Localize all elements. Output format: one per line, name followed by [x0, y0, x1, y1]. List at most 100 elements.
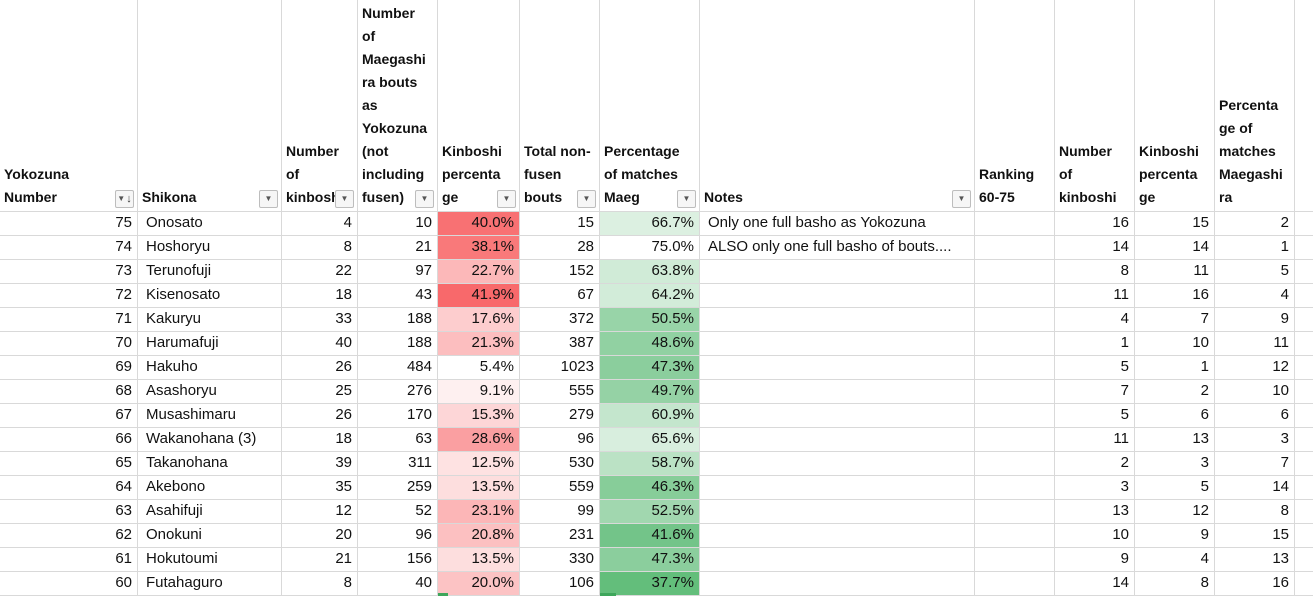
cell-maegashira-bouts[interactable]: 97: [358, 260, 438, 283]
cell-yokozuna-number[interactable]: 63: [0, 500, 138, 523]
cell-total-bouts[interactable]: 530: [520, 452, 600, 475]
cell-yokozuna-number[interactable]: 62: [0, 524, 138, 547]
cell-rank-kinboshi-percentage[interactable]: 11: [1135, 260, 1215, 283]
cell-kinboshi[interactable]: 8: [282, 236, 358, 259]
cell-empty[interactable]: [1295, 428, 1313, 451]
cell-maegashira-bouts[interactable]: 276: [358, 380, 438, 403]
cell-rank-kinboshi[interactable]: 16: [1055, 212, 1135, 235]
cell-rank-kinboshi[interactable]: 1: [1055, 332, 1135, 355]
cell-kinboshi[interactable]: 26: [282, 356, 358, 379]
cell-kinboshi-percentage[interactable]: 38.1%: [438, 236, 520, 259]
cell-empty[interactable]: [1295, 380, 1313, 403]
cell-shikona[interactable]: Wakanohana (3): [138, 428, 282, 451]
cell-shikona[interactable]: Takanohana: [138, 452, 282, 475]
cell-notes[interactable]: [700, 452, 975, 475]
cell-rank-kinboshi-percentage[interactable]: 16: [1135, 284, 1215, 307]
cell-ranking-60-75[interactable]: [975, 284, 1055, 307]
cell-rank-kinboshi-percentage[interactable]: 3: [1135, 452, 1215, 475]
cell-maegashira-percentage[interactable]: 65.6%: [600, 428, 700, 451]
cell-rank-kinboshi-percentage[interactable]: 12: [1135, 500, 1215, 523]
cell-kinboshi-percentage[interactable]: 20.8%: [438, 524, 520, 547]
cell-maegashira-bouts[interactable]: 43: [358, 284, 438, 307]
cell-maegashira-bouts[interactable]: 52: [358, 500, 438, 523]
cell-rank-kinboshi[interactable]: 3: [1055, 476, 1135, 499]
cell-kinboshi[interactable]: 26: [282, 404, 358, 427]
cell-yokozuna-number[interactable]: 70: [0, 332, 138, 355]
cell-ranking-60-75[interactable]: [975, 356, 1055, 379]
cell-kinboshi-percentage[interactable]: 5.4%: [438, 356, 520, 379]
cell-maegashira-bouts[interactable]: 156: [358, 548, 438, 571]
cell-shikona[interactable]: Asashoryu: [138, 380, 282, 403]
cell-kinboshi[interactable]: 8: [282, 572, 358, 595]
cell-empty[interactable]: [1295, 332, 1313, 355]
cell-notes[interactable]: [700, 308, 975, 331]
cell-total-bouts[interactable]: 99: [520, 500, 600, 523]
cell-kinboshi-percentage[interactable]: 21.3%: [438, 332, 520, 355]
cell-empty[interactable]: [1295, 500, 1313, 523]
cell-rank-maegashira-percentage[interactable]: 15: [1215, 524, 1295, 547]
cell-rank-maegashira-percentage[interactable]: 13: [1215, 548, 1295, 571]
cell-kinboshi-percentage[interactable]: 9.1%: [438, 380, 520, 403]
cell-maegashira-percentage[interactable]: 52.5%: [600, 500, 700, 523]
cell-total-bouts[interactable]: 28: [520, 236, 600, 259]
cell-rank-kinboshi-percentage[interactable]: 7: [1135, 308, 1215, 331]
cell-kinboshi-percentage[interactable]: 13.5%: [438, 548, 520, 571]
cell-kinboshi-percentage[interactable]: 17.6%: [438, 308, 520, 331]
cell-empty[interactable]: [1295, 452, 1313, 475]
cell-notes[interactable]: [700, 548, 975, 571]
cell-ranking-60-75[interactable]: [975, 572, 1055, 595]
cell-yokozuna-number[interactable]: 72: [0, 284, 138, 307]
cell-maegashira-bouts[interactable]: 10: [358, 212, 438, 235]
cell-kinboshi[interactable]: 35: [282, 476, 358, 499]
cell-notes[interactable]: Only one full basho as Yokozuna: [700, 212, 975, 235]
cell-maegashira-percentage[interactable]: 66.7%: [600, 212, 700, 235]
sort-filter-button-yokozuna-number[interactable]: ▼ ↓: [115, 190, 134, 208]
cell-kinboshi-percentage[interactable]: 28.6%: [438, 428, 520, 451]
cell-maegashira-bouts[interactable]: 188: [358, 332, 438, 355]
cell-empty[interactable]: [1295, 284, 1313, 307]
cell-maegashira-percentage[interactable]: 75.0%: [600, 236, 700, 259]
cell-rank-maegashira-percentage[interactable]: 9: [1215, 308, 1295, 331]
cell-ranking-60-75[interactable]: [975, 548, 1055, 571]
cell-rank-kinboshi-percentage[interactable]: 8: [1135, 572, 1215, 595]
filter-button-number-of-kinboshi[interactable]: ▼: [335, 190, 354, 208]
cell-shikona[interactable]: Harumafuji: [138, 332, 282, 355]
cell-ranking-60-75[interactable]: [975, 500, 1055, 523]
cell-rank-kinboshi[interactable]: 4: [1055, 308, 1135, 331]
cell-rank-kinboshi-percentage[interactable]: 5: [1135, 476, 1215, 499]
cell-rank-kinboshi-percentage[interactable]: 6: [1135, 404, 1215, 427]
cell-rank-maegashira-percentage[interactable]: 16: [1215, 572, 1295, 595]
cell-notes[interactable]: [700, 260, 975, 283]
cell-total-bouts[interactable]: 372: [520, 308, 600, 331]
cell-ranking-60-75[interactable]: [975, 452, 1055, 475]
cell-kinboshi[interactable]: 22: [282, 260, 358, 283]
cell-total-bouts[interactable]: 15: [520, 212, 600, 235]
cell-rank-kinboshi-percentage[interactable]: 15: [1135, 212, 1215, 235]
cell-maegashira-percentage[interactable]: 49.7%: [600, 380, 700, 403]
cell-shikona[interactable]: Hoshoryu: [138, 236, 282, 259]
cell-total-bouts[interactable]: 555: [520, 380, 600, 403]
cell-rank-kinboshi-percentage[interactable]: 4: [1135, 548, 1215, 571]
cell-empty[interactable]: [1295, 524, 1313, 547]
cell-maegashira-percentage[interactable]: 63.8%: [600, 260, 700, 283]
cell-yokozuna-number[interactable]: 74: [0, 236, 138, 259]
cell-notes[interactable]: [700, 404, 975, 427]
cell-ranking-60-75[interactable]: [975, 524, 1055, 547]
cell-kinboshi[interactable]: 4: [282, 212, 358, 235]
cell-ranking-60-75[interactable]: [975, 428, 1055, 451]
cell-maegashira-bouts[interactable]: 21: [358, 236, 438, 259]
cell-ranking-60-75[interactable]: [975, 380, 1055, 403]
filter-button-notes[interactable]: ▼: [952, 190, 971, 208]
cell-kinboshi-percentage[interactable]: 15.3%: [438, 404, 520, 427]
cell-rank-maegashira-percentage[interactable]: 2: [1215, 212, 1295, 235]
cell-maegashira-bouts[interactable]: 259: [358, 476, 438, 499]
cell-kinboshi-percentage[interactable]: 20.0%: [438, 572, 520, 595]
cell-ranking-60-75[interactable]: [975, 332, 1055, 355]
cell-ranking-60-75[interactable]: [975, 404, 1055, 427]
cell-rank-kinboshi-percentage[interactable]: 1: [1135, 356, 1215, 379]
cell-rank-maegashira-percentage[interactable]: 12: [1215, 356, 1295, 379]
cell-kinboshi[interactable]: 21: [282, 548, 358, 571]
cell-shikona[interactable]: Futahaguro: [138, 572, 282, 595]
cell-rank-kinboshi[interactable]: 5: [1055, 356, 1135, 379]
cell-empty[interactable]: [1295, 548, 1313, 571]
